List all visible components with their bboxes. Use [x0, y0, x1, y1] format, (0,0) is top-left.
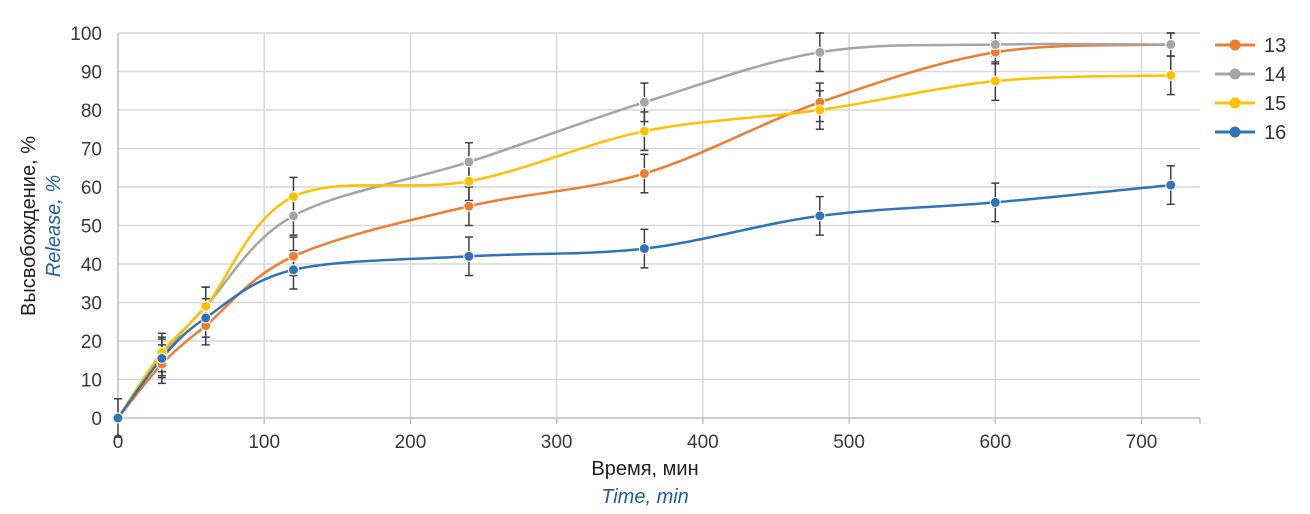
- x-tick-label: 700: [1126, 432, 1158, 453]
- data-point-16: [200, 312, 212, 324]
- data-point-15: [287, 191, 299, 203]
- y-tick-labels: 0 10 20 30 40 50 60 70 80 90 100: [70, 24, 102, 430]
- data-point-14: [1165, 39, 1177, 51]
- y-tick-label: 10: [81, 371, 102, 392]
- data-point-16: [1165, 179, 1177, 191]
- series-line-16: [116, 183, 1171, 419]
- y-tick-label: 80: [81, 101, 102, 122]
- data-point-14: [989, 39, 1001, 51]
- data-point-16: [814, 210, 826, 222]
- data-point-15: [1165, 69, 1177, 81]
- y-tick-label: 40: [81, 255, 102, 276]
- legend-label-13: 13: [1264, 35, 1286, 57]
- data-point-14: [463, 156, 475, 168]
- y-tick-label: 20: [81, 332, 102, 353]
- data-point-16: [989, 196, 1001, 208]
- legend-label-14: 14: [1264, 64, 1286, 86]
- y-tick-label: 60: [81, 178, 102, 199]
- data-point-15: [200, 300, 212, 312]
- data-point-13: [463, 200, 475, 212]
- grid-lines: [118, 32, 1200, 418]
- data-point-16: [156, 352, 168, 364]
- data-point-16: [638, 243, 650, 255]
- legend-marker-15: [1229, 97, 1241, 109]
- data-point-16: [463, 250, 475, 262]
- y-tick-label: 100: [70, 24, 102, 45]
- x-tick-label: 500: [833, 432, 865, 453]
- legend-marker-13: [1229, 39, 1241, 51]
- y-tick-label: 90: [81, 63, 102, 84]
- data-point-15: [463, 175, 475, 187]
- series-lines: [116, 42, 1171, 419]
- legend-label-16: 16: [1264, 122, 1286, 144]
- data-point-16: [287, 264, 299, 276]
- legend: 13 14 15 16: [1215, 35, 1286, 144]
- legend-marker-14: [1229, 68, 1241, 80]
- data-point-15: [814, 104, 826, 116]
- y-axis-title-en: Release, %: [43, 175, 65, 277]
- axes: [117, 33, 1201, 424]
- x-tick-label: 0: [113, 432, 124, 453]
- x-axis-title: Время, мин: [591, 458, 698, 480]
- data-point-15: [638, 125, 650, 137]
- error-bars: [114, 32, 1175, 438]
- data-point-14: [638, 96, 650, 108]
- legend-marker-16: [1229, 126, 1241, 138]
- legend-label-15: 15: [1264, 93, 1286, 115]
- x-tick-label: 300: [541, 432, 573, 453]
- y-tick-label: 70: [81, 140, 102, 161]
- x-tick-label: 600: [979, 432, 1011, 453]
- y-tick-label: 50: [81, 217, 102, 238]
- series-line-13: [117, 43, 1171, 419]
- x-tick-labels: 0 100 200 300 400 500 600 700: [113, 432, 1158, 453]
- x-tick-label: 200: [395, 432, 427, 453]
- series-line-15: [116, 74, 1171, 419]
- y-tick-label: 0: [91, 409, 102, 430]
- x-tick-label: 400: [687, 432, 719, 453]
- data-point-16: [112, 412, 124, 424]
- data-point-13: [638, 168, 650, 180]
- y-axis-title: Высвобождение, %: [18, 136, 40, 316]
- data-point-14: [814, 46, 826, 58]
- x-axis-title-en: Time, min: [601, 486, 689, 508]
- data-point-15: [989, 75, 1001, 87]
- data-point-13: [287, 250, 299, 262]
- x-tick-label: 100: [248, 432, 280, 453]
- data-point-14: [287, 210, 299, 222]
- y-tick-label: 30: [81, 294, 102, 315]
- data-points: [112, 39, 1177, 424]
